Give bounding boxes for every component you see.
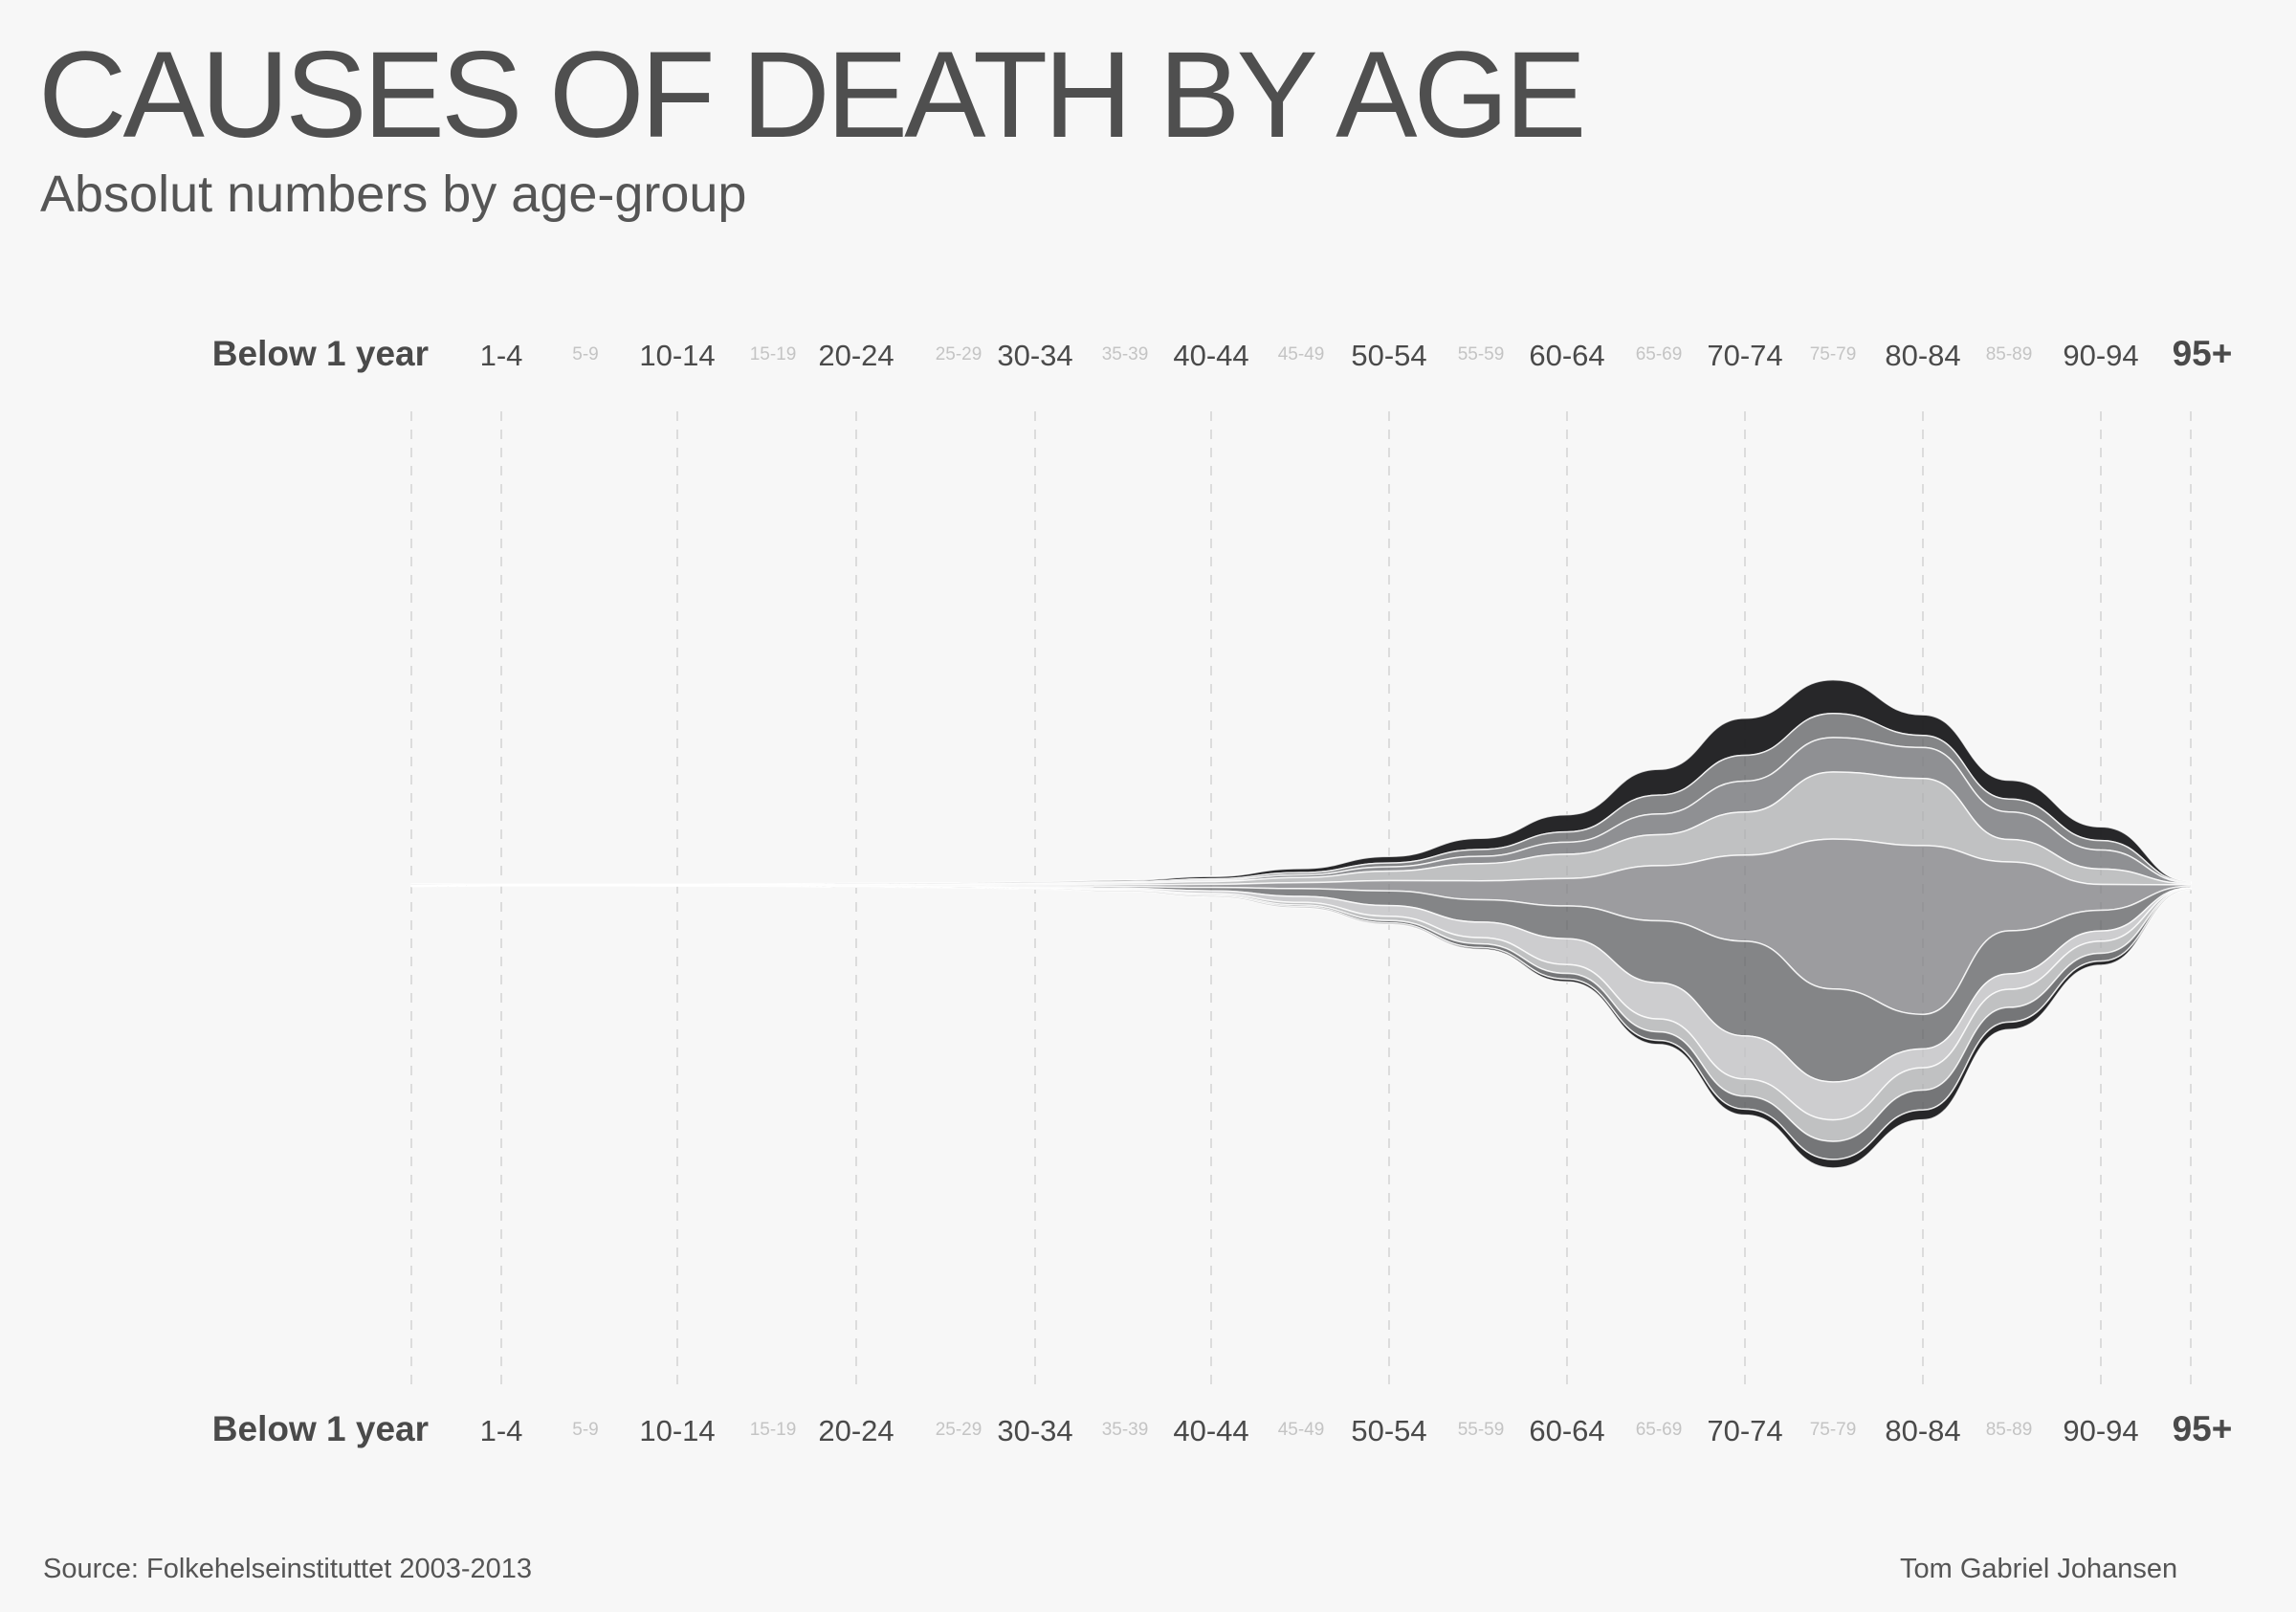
top-axis-label-30-34: 30-34 xyxy=(997,339,1072,372)
top-axis-label-15-19: 15-19 xyxy=(750,344,797,364)
bottom-axis-label-30-34: 30-34 xyxy=(997,1414,1072,1447)
top-axis-label-70-74: 70-74 xyxy=(1707,339,1782,372)
bottom-axis-label-1-4: 1-4 xyxy=(480,1414,523,1447)
bottom-axis-label-below-1-year: Below 1 year xyxy=(212,1409,429,1448)
bottom-axis-labels: Below 1 year 1-4 5-9 10-14 15-19 20-24 25-29 30… xyxy=(212,1409,2233,1448)
top-axis-label-50-54: 50-54 xyxy=(1351,339,1426,372)
top-axis-label-below-1-year: Below 1 year xyxy=(212,334,429,373)
bottom-axis-label-10-14: 10-14 xyxy=(639,1414,715,1447)
top-axis-label-85-89: 85-89 xyxy=(1986,344,2033,364)
bottom-axis-label-60-64: 60-64 xyxy=(1529,1414,1604,1447)
top-axis-label-40-44: 40-44 xyxy=(1173,339,1248,372)
chart-subtitle: Absolut numbers by age-group xyxy=(40,166,747,223)
top-axis-label-10-14: 10-14 xyxy=(639,339,715,372)
chart-title: CAUSES OF DEATH BY AGE xyxy=(38,27,1586,164)
bottom-axis-label-90-94: 90-94 xyxy=(2063,1414,2138,1447)
top-axis-label-95-: 95+ xyxy=(2173,334,2233,373)
top-axis-label-65-69: 65-69 xyxy=(1636,344,1683,364)
top-axis-label-45-49: 45-49 xyxy=(1278,344,1325,364)
bottom-axis-label-85-89: 85-89 xyxy=(1986,1420,2033,1440)
top-axis-labels: Below 1 year 1-4 5-9 10-14 15-19 20-24 25-29 30… xyxy=(212,334,2233,373)
bottom-axis-label-50-54: 50-54 xyxy=(1351,1414,1426,1447)
author-credit: Tom Gabriel Johansen xyxy=(1900,1554,2178,1584)
bottom-axis-label-75-79: 75-79 xyxy=(1810,1420,1857,1440)
bottom-axis-label-15-19: 15-19 xyxy=(750,1420,797,1440)
bottom-axis-label-45-49: 45-49 xyxy=(1278,1420,1325,1440)
bottom-axis-label-40-44: 40-44 xyxy=(1173,1414,1248,1447)
bottom-axis-label-70-74: 70-74 xyxy=(1707,1414,1782,1447)
top-axis-label-20-24: 20-24 xyxy=(818,339,894,372)
top-axis-label-25-29: 25-29 xyxy=(936,344,982,364)
source-note: Source: Folkehelseinstituttet 2003-2013 xyxy=(43,1554,533,1584)
bottom-axis-label-55-59: 55-59 xyxy=(1458,1420,1505,1440)
top-axis-label-90-94: 90-94 xyxy=(2063,339,2138,372)
bottom-axis-label-35-39: 35-39 xyxy=(1102,1420,1149,1440)
bottom-axis-label-5-9: 5-9 xyxy=(572,1420,598,1440)
bottom-axis-label-80-84: 80-84 xyxy=(1885,1414,1960,1447)
top-axis-label-1-4: 1-4 xyxy=(480,339,523,372)
top-axis-label-80-84: 80-84 xyxy=(1885,339,1960,372)
stream-layer-10 xyxy=(410,885,2192,1169)
top-axis-label-35-39: 35-39 xyxy=(1102,344,1149,364)
stream-layers xyxy=(410,678,2192,1169)
top-axis-label-60-64: 60-64 xyxy=(1529,339,1604,372)
bottom-axis-label-25-29: 25-29 xyxy=(936,1420,982,1440)
top-axis-label-55-59: 55-59 xyxy=(1458,344,1505,364)
top-axis-label-5-9: 5-9 xyxy=(572,344,598,364)
top-axis-label-75-79: 75-79 xyxy=(1810,344,1857,364)
bottom-axis-label-65-69: 65-69 xyxy=(1636,1420,1683,1440)
bottom-axis-label-20-24: 20-24 xyxy=(818,1414,894,1447)
bottom-axis-label-95-: 95+ xyxy=(2173,1409,2233,1448)
